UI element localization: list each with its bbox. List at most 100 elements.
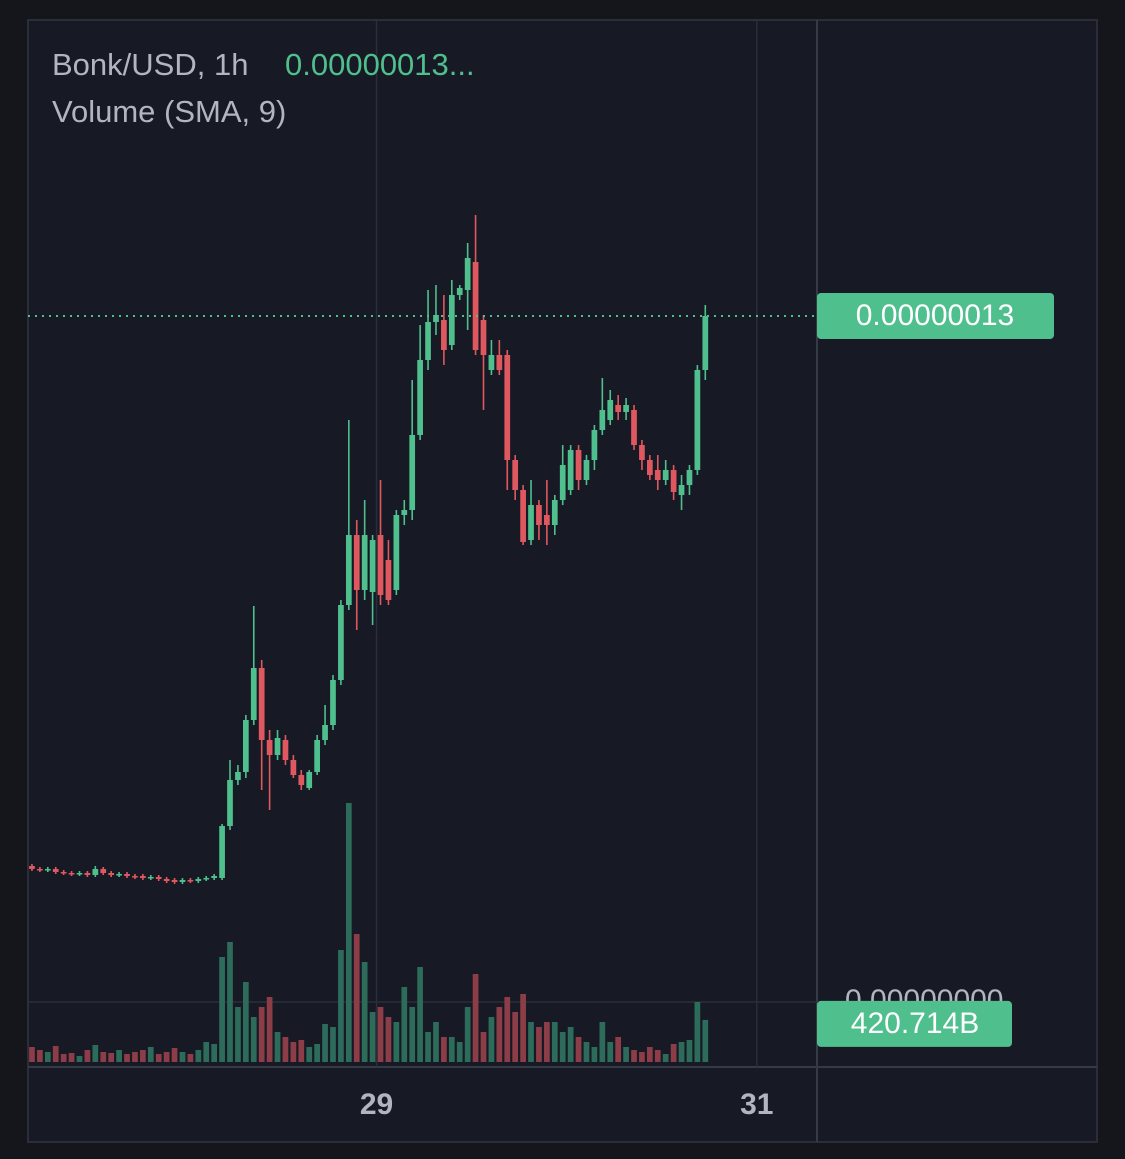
volume-bar: [211, 1044, 218, 1062]
volume-bar: [496, 1007, 503, 1062]
candle-body: [417, 360, 423, 435]
volume-bar: [512, 1012, 519, 1062]
candle-body: [480, 320, 487, 355]
candle-body: [591, 430, 598, 460]
volume-bar: [433, 1022, 439, 1062]
candle-body: [345, 535, 352, 605]
volume-bar: [480, 1032, 487, 1062]
volume-bar: [298, 1040, 305, 1062]
candle-body: [567, 450, 574, 490]
candle-body: [536, 505, 542, 525]
candle-body: [219, 826, 225, 878]
candle-body: [29, 866, 35, 869]
volume-bar: [132, 1052, 138, 1062]
candle-body: [441, 320, 447, 350]
candle-body: [290, 760, 297, 775]
candle-body: [615, 405, 622, 412]
candle-body: [425, 322, 431, 360]
candle-body: [37, 869, 43, 871]
candle-body: [330, 680, 336, 725]
volume-bar: [203, 1042, 210, 1062]
volume-bar: [258, 1007, 265, 1062]
volume-bar: [385, 1017, 392, 1062]
candle-body: [195, 879, 202, 881]
candle-body: [662, 470, 669, 480]
candles: [29, 215, 709, 884]
volume-bar: [599, 1022, 606, 1062]
candle-body: [44, 869, 51, 871]
candle-body: [654, 470, 661, 480]
candle-body: [433, 315, 439, 322]
volume-bar: [147, 1047, 154, 1062]
candle-body: [599, 410, 606, 430]
candle-body: [52, 869, 59, 872]
volume-bar: [417, 967, 423, 1062]
candle-body: [250, 668, 257, 720]
candle-body: [631, 410, 637, 445]
candle-body: [92, 869, 99, 875]
volume-bar: [623, 1047, 629, 1062]
x-tick-label: 31: [740, 1088, 773, 1121]
volume-legend: Volume (SMA, 9): [52, 94, 286, 129]
volume-bar: [179, 1052, 186, 1062]
candle-body: [100, 869, 107, 873]
candle-body: [282, 740, 289, 760]
volume-bar: [116, 1050, 122, 1062]
volume-bar: [591, 1047, 598, 1062]
volume-bar: [353, 934, 360, 1062]
candle-body: [377, 535, 384, 595]
candle-body: [472, 262, 479, 350]
volume-bar: [536, 1027, 542, 1062]
volume-bar: [575, 1037, 582, 1062]
volume-bar: [409, 1007, 416, 1062]
volume-bar: [647, 1047, 653, 1062]
volume-bar: [678, 1042, 685, 1062]
candle-body: [520, 490, 526, 542]
volume-bars: [29, 803, 709, 1062]
volume-bar: [140, 1050, 146, 1062]
volume-bar: [670, 1044, 677, 1062]
volume-bar: [528, 1022, 534, 1062]
volume-bar: [76, 1056, 83, 1062]
volume-bar: [401, 987, 408, 1062]
grid: [375, 20, 758, 1067]
volume-bar: [314, 1044, 320, 1062]
candle-body: [504, 355, 511, 460]
last-price-label: 0.00000013: [856, 299, 1015, 332]
volume-bar: [108, 1053, 115, 1062]
candle-body: [338, 605, 344, 680]
candle-body: [544, 515, 550, 525]
volume-bar: [68, 1053, 75, 1062]
candle-body: [583, 460, 590, 480]
volume-bar: [631, 1050, 637, 1062]
volume-bar: [488, 1017, 495, 1062]
volume-bar: [448, 1037, 455, 1062]
volume-bar: [551, 1022, 558, 1062]
volume-bar: [155, 1054, 162, 1062]
candle-body: [258, 668, 265, 740]
chart-title: Bonk/USD, 1h: [52, 47, 248, 82]
volume-bar: [662, 1054, 669, 1062]
volume-bar: [393, 1022, 400, 1062]
volume-bar: [195, 1050, 202, 1062]
candle-body: [496, 355, 503, 370]
last-price-badge: [817, 293, 1054, 339]
volume-bar: [124, 1054, 130, 1062]
candle-body: [401, 510, 408, 515]
candle-body: [528, 505, 534, 540]
candle-body: [108, 873, 115, 875]
last-price-text: 0.00000013...: [285, 47, 475, 82]
candle-body: [702, 316, 709, 370]
candle-body: [140, 876, 146, 878]
candle-body: [60, 872, 67, 874]
candle-body: [322, 725, 328, 740]
volume-bar: [227, 942, 233, 1062]
volume-bar: [338, 950, 344, 1062]
volume-bar: [52, 1046, 59, 1062]
candle-body: [559, 465, 566, 500]
candle-body: [575, 450, 582, 480]
candle-body: [512, 460, 519, 490]
volume-bar: [544, 1022, 550, 1062]
candle-body: [686, 470, 693, 485]
